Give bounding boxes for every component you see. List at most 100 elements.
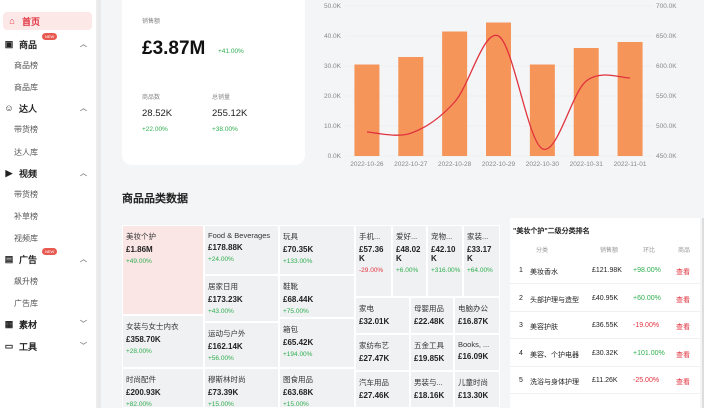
view-link[interactable]: 查看 xyxy=(676,269,690,276)
treemap-tile[interactable]: 爱好... £48.02K +6.00% xyxy=(392,225,427,297)
sidebar-item-talent[interactable]: ☺ 达人 ︿ xyxy=(0,100,97,116)
ranking-title: "美妆个护"二级分类排名 xyxy=(513,228,590,235)
y-tick-label: 20.0K xyxy=(324,93,342,100)
treemap-tile[interactable]: 男装与... £18.16K xyxy=(410,371,454,408)
tile-value: £32.01K xyxy=(359,317,390,326)
table-row: 2 头部护理与造型 £40.95K +60.00% 查看 xyxy=(510,285,700,312)
sidebar-item-goods-rank[interactable]: 商品榜 xyxy=(14,60,38,70)
tile-change: +6.00% xyxy=(396,267,419,274)
chevron-up-icon[interactable]: ︿ xyxy=(80,256,87,263)
grid-icon: ▦ xyxy=(4,318,14,329)
rank-number: 2 xyxy=(519,294,523,302)
treemap-tile[interactable]: 穆斯林时尚 £73.39K +15.00% xyxy=(204,368,279,408)
sidebar-item-ads[interactable]: ▤ 广告 NEW ︿ xyxy=(0,248,97,267)
view-link[interactable]: 查看 xyxy=(676,296,690,304)
view-link[interactable]: 查看 xyxy=(676,351,690,359)
treemap-tile[interactable]: 女装与女士内衣 £358.70K +28.00% xyxy=(122,315,204,368)
new-badge: NEW xyxy=(42,248,58,255)
sidebar-item-label: 视频 xyxy=(19,168,38,179)
tile-value: £19.85K xyxy=(414,354,445,363)
tile-value: £68.44K xyxy=(283,295,314,304)
chevron-down-icon[interactable]: ﹀ xyxy=(80,343,87,350)
goods-count-change: +22.00% xyxy=(142,126,168,133)
sidebar-item-ads-lib[interactable]: 广告库 xyxy=(14,298,38,308)
sidebar-item-goods[interactable]: ▣ 商品 NEW ︿ xyxy=(0,33,97,52)
treemap-tile[interactable]: 居家日用 £173.23K +43.00% xyxy=(204,275,279,322)
change-value: +60.00% xyxy=(633,294,661,302)
view-link[interactable]: 查看 xyxy=(676,324,690,331)
ranking-scrollbar[interactable] xyxy=(702,218,704,408)
chevron-up-icon[interactable]: ︿ xyxy=(80,41,87,48)
treemap-tile[interactable]: 电脑办公 £16.87K xyxy=(454,297,500,334)
tile-change: +28.00% xyxy=(126,348,152,355)
sales-summary-card: 销售额 £3.87M +41.00% 商品数 28.52K +22.00% 总销… xyxy=(122,0,305,165)
treemap-tile[interactable]: 鞋靴 £68.44K +75.00% xyxy=(279,275,355,318)
sidebar-item-tools[interactable]: ▭ 工具 ﹀ xyxy=(0,338,97,354)
bar xyxy=(573,48,599,156)
chevron-up-icon[interactable]: ︿ xyxy=(80,170,87,177)
treemap-tile[interactable]: 美妆个护 £1.86M +49.00% xyxy=(122,225,204,315)
treemap-tile[interactable]: 儿童时尚 £13.30K xyxy=(454,371,500,408)
treemap-tile[interactable]: 宠物... £42.10K +316.00% xyxy=(427,225,463,297)
tile-change: +15.00% xyxy=(208,401,234,408)
tile-name: Food & Beverages xyxy=(208,231,271,240)
sidebar-scrollbar[interactable] xyxy=(97,0,101,408)
sidebar-item-label: 广告 xyxy=(19,254,38,265)
tile-change: +49.00% xyxy=(126,258,152,265)
rank-number: 4 xyxy=(519,349,523,357)
sidebar-item-material[interactable]: ▦ 素材 ﹀ xyxy=(0,316,97,332)
y2-tick-label: 550.0K xyxy=(656,93,677,100)
tile-name: 美妆个护 xyxy=(126,232,156,241)
section-title: 商品品类数据 xyxy=(122,193,188,205)
y-tick-label: 40.0K xyxy=(324,33,342,40)
header-sales: 销售额 xyxy=(600,248,619,254)
tile-name: 母婴用品 xyxy=(414,304,444,313)
bar xyxy=(486,22,511,156)
rank-number: 1 xyxy=(519,267,523,274)
tile-value: £173.23K xyxy=(208,295,243,304)
bar xyxy=(398,57,424,156)
treemap-tile[interactable]: 箱包 £65.42K +194.00% xyxy=(279,318,355,368)
chevron-down-icon[interactable]: ﹀ xyxy=(80,321,87,328)
sidebar-item-home[interactable]: ⌂ 首页 xyxy=(3,12,92,30)
treemap-tile[interactable]: 家电 £32.01K xyxy=(355,297,410,334)
rank-number: 5 xyxy=(519,377,523,384)
treemap-tile[interactable]: 玩具 £70.35K +133.00% xyxy=(279,225,355,275)
tile-value: £65.42K xyxy=(283,338,314,347)
tile-change: +43.00% xyxy=(208,308,234,315)
chevron-up-icon[interactable]: ︿ xyxy=(80,105,87,112)
header-action: 商品 xyxy=(678,248,691,254)
video-icon: ▶ xyxy=(5,167,13,178)
category-name: 洗浴与身体护理 xyxy=(530,379,579,386)
sidebar-item-talent-lib[interactable]: 达人库 xyxy=(14,147,38,157)
treemap-tile[interactable]: 时尚配件 £200.93K +82.00% xyxy=(122,368,204,408)
treemap-tile[interactable]: 家纺布艺 £27.47K xyxy=(355,334,410,371)
treemap-tile[interactable]: 图食用品 £63.68K +15.00% xyxy=(279,368,355,408)
treemap-tile[interactable]: Books, ... £16.09K xyxy=(454,334,500,371)
user-icon: ☺ xyxy=(4,103,14,113)
treemap-tile[interactable]: 汽车用品 £27.46K xyxy=(355,371,410,408)
header-change: 环比 xyxy=(643,248,656,254)
sidebar-item-talent-rank[interactable]: 带货榜 xyxy=(14,124,38,134)
sidebar-item-video-grass[interactable]: 补草榜 xyxy=(14,211,38,221)
sidebar-item-video[interactable]: ▶ 视频 ︿ xyxy=(0,165,97,181)
treemap-tile[interactable]: 家装... £33.17K +64.00% xyxy=(463,225,500,297)
volume-change: +38.00% xyxy=(212,126,238,133)
sidebar-item-ads-rising[interactable]: 飙升榜 xyxy=(14,276,38,286)
treemap-tile[interactable]: 五金工具 £19.85K xyxy=(410,334,454,371)
treemap-tile[interactable]: 手机... £57.36K -29.00% xyxy=(355,225,392,297)
treemap-tile[interactable]: 运动与户外 £162.14K +56.00% xyxy=(204,322,279,368)
tile-name: 鞋靴 xyxy=(283,282,298,291)
tile-value: £48.02K xyxy=(396,245,421,263)
view-link[interactable]: 查看 xyxy=(676,379,690,386)
tile-name: 男装与... xyxy=(414,378,443,387)
tile-change: -29.00% xyxy=(359,267,384,274)
sidebar-item-goods-lib[interactable]: 商品库 xyxy=(14,82,38,92)
sidebar-item-video-sales[interactable]: 带货榜 xyxy=(14,189,38,199)
treemap-tile[interactable]: 母婴用品 £22.48K xyxy=(410,297,454,334)
category-name: 美容、个护电器 xyxy=(530,351,579,359)
bar xyxy=(442,31,468,156)
sidebar-item-video-lib[interactable]: 视频库 xyxy=(14,233,38,243)
treemap-tile[interactable]: Food & Beverages £178.88K +24.00% xyxy=(204,225,279,275)
tile-name: 居家日用 xyxy=(208,282,238,291)
